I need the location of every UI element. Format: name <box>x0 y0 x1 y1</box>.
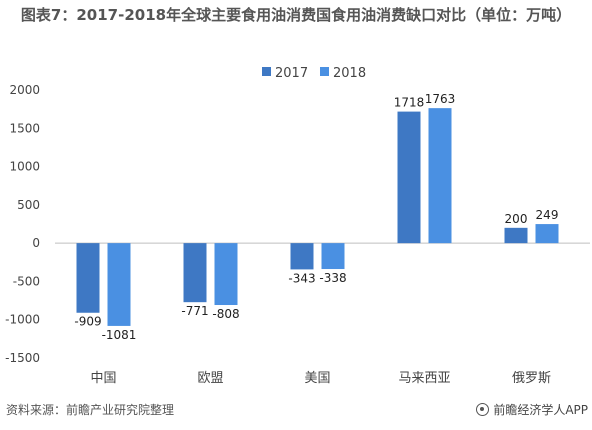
bars <box>76 108 559 326</box>
y-tick-label: 0 <box>32 236 40 250</box>
data-label: 1763 <box>425 92 456 106</box>
data-label: 1718 <box>394 96 425 110</box>
y-tick-label: -1500 <box>5 351 40 365</box>
data-label: -909 <box>74 315 101 329</box>
bar-2017 <box>76 243 100 313</box>
brand-credit: 前瞻经济学人APP <box>476 401 588 418</box>
bar-2017 <box>397 111 421 244</box>
bar-2018 <box>428 108 452 244</box>
bar-2018 <box>214 243 238 306</box>
x-category-label: 美国 <box>304 371 330 386</box>
x-category-label: 中国 <box>90 371 116 386</box>
brand-name: 前瞻经济学人APP <box>493 403 588 417</box>
data-label: -808 <box>212 307 239 321</box>
y-tick-label: -1000 <box>5 313 40 327</box>
bar-2017 <box>504 227 528 244</box>
data-labels: -909-1081 -771 -808 -343 -338 1718 1763 200 249 <box>74 92 558 342</box>
y-tick-label: 1000 <box>9 160 40 174</box>
data-label: 200 <box>505 212 528 226</box>
y-axis: 2000 1500 1000 500 0 -500 -1000 -1500 <box>5 83 40 365</box>
data-label: -338 <box>319 271 346 285</box>
bar-2018 <box>535 224 559 244</box>
x-axis: 中国 欧盟 美国 马来西亚 俄罗斯 <box>90 371 551 386</box>
bar-chart: 2017 2018 2000150010005000-500-1000-1500 … <box>5 66 590 386</box>
data-label: -771 <box>181 304 208 318</box>
legend-label: 2018 <box>333 66 366 81</box>
data-label: -343 <box>288 271 315 285</box>
bar-2018 <box>107 243 131 326</box>
brand-logo-icon <box>476 403 490 416</box>
x-category-label: 马来西亚 <box>398 371 450 386</box>
data-label: -1081 <box>102 328 137 342</box>
y-tick-label: -500 <box>13 274 40 288</box>
bar-2017 <box>290 243 314 270</box>
bar-2017 <box>183 243 207 303</box>
legend: 2017 2018 <box>262 66 366 81</box>
x-category-label: 俄罗斯 <box>512 371 551 386</box>
bar-2018 <box>321 243 345 270</box>
x-category-label: 欧盟 <box>197 371 223 386</box>
legend-swatch <box>262 67 271 76</box>
y-tick-label: 500 <box>17 198 40 212</box>
y-tick-label: 1500 <box>9 121 40 135</box>
legend-swatch <box>320 67 329 76</box>
data-label: 249 <box>536 208 559 222</box>
source-note: 资料来源：前瞻产业研究院整理 <box>6 403 175 417</box>
y-tick-label: 2000 <box>9 83 40 97</box>
legend-label: 2017 <box>275 66 308 81</box>
chart-title: 图表7：2017-2018年全球主要食用油消费国食用油消费缺口对比（单位：万吨） <box>20 6 572 24</box>
